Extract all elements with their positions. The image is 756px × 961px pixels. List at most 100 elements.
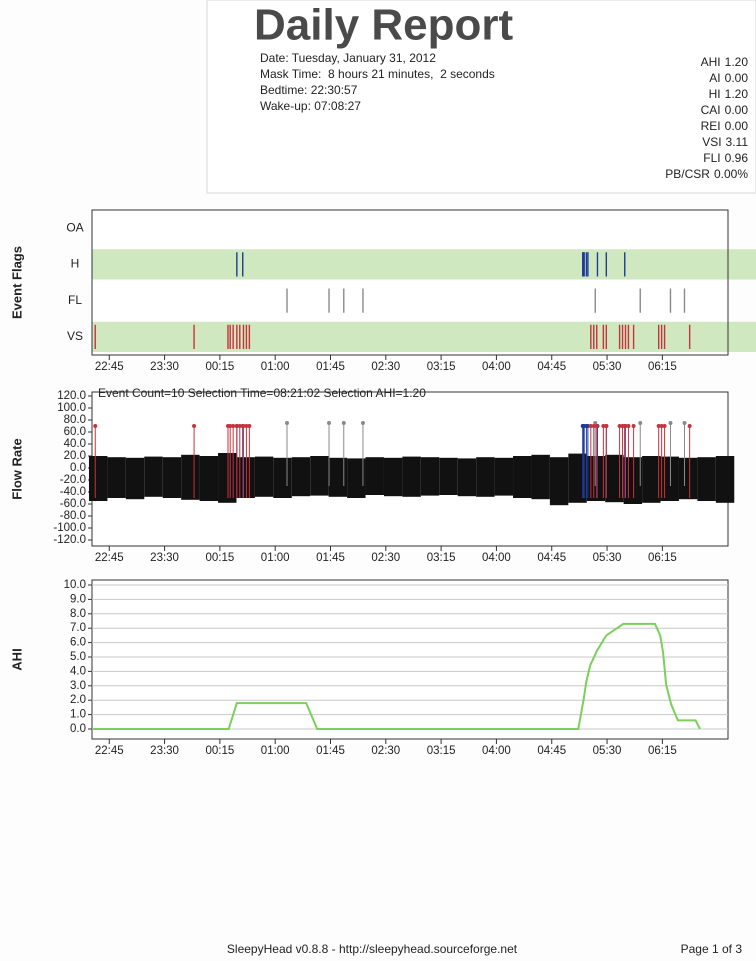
x-tick-label: 03:15	[427, 745, 456, 757]
x-tick-label: 04:00	[482, 745, 511, 757]
y-tick-label: 60.0	[64, 426, 86, 438]
flow-event-dot	[604, 424, 609, 428]
flow-envelope	[365, 457, 384, 495]
flow-event-dot	[284, 421, 289, 425]
y-tick-label: -40.0	[60, 486, 86, 498]
flow-envelope	[199, 456, 219, 501]
flow-event-dot	[682, 421, 687, 425]
stat-label: PB/CSR	[665, 167, 710, 181]
x-tick-label: 04:45	[537, 745, 566, 757]
x-tick-label: 06:15	[648, 745, 677, 757]
y-tick-label: 8.0	[70, 608, 86, 620]
flow-event-dot	[327, 421, 332, 425]
flow-event-dot	[591, 424, 596, 428]
x-tick-label: 04:00	[482, 361, 511, 373]
x-tick-label: 22:45	[95, 745, 124, 757]
y-tick-label: 10.0	[64, 579, 86, 591]
y-tick-label: 3.0	[70, 680, 86, 692]
x-tick-label: 05:30	[593, 745, 622, 757]
flow-event-dot	[617, 424, 622, 428]
x-tick-label: 02:30	[371, 745, 400, 757]
flow-envelope	[218, 453, 237, 503]
stat-label: FLI	[703, 151, 720, 165]
flow-envelope	[494, 457, 514, 496]
flow-event-dot	[237, 424, 242, 428]
flow-envelope	[513, 456, 532, 498]
flow-event-dot	[638, 421, 643, 425]
x-tick-label: 01:45	[316, 552, 345, 564]
flag-label: VS	[67, 329, 83, 343]
footer-center: SleepyHead v0.8.8 - http://sleepyhead.so…	[227, 942, 518, 956]
x-tick-label: 23:30	[150, 361, 179, 373]
flow-event-dot	[585, 424, 590, 428]
x-tick-label: 02:30	[371, 552, 400, 564]
flow-envelope	[402, 456, 421, 497]
flow-event-dot	[656, 424, 661, 428]
x-tick-label: 22:45	[95, 361, 124, 373]
report-title: Daily Report	[254, 1, 514, 50]
flow-envelope	[310, 456, 329, 496]
x-tick-label: 00:15	[205, 552, 234, 564]
stat-label: AI	[709, 71, 720, 85]
y-tick-label: 4.0	[70, 665, 86, 677]
stat-value: 1.20	[725, 55, 749, 69]
flow-event-dot	[631, 424, 636, 428]
y-tick-label: 9.0	[70, 593, 86, 605]
flow-event-dot	[668, 421, 673, 425]
flow-envelope	[568, 453, 587, 503]
y-tick-label: 0.0	[70, 462, 86, 474]
flow-envelope	[531, 454, 550, 500]
x-tick-label: 01:00	[261, 552, 290, 564]
flow-event-dot	[234, 424, 239, 428]
y-tick-label: 80.0	[64, 414, 86, 426]
y-tick-label: -100.0	[53, 522, 86, 534]
x-tick-label: 04:45	[537, 361, 566, 373]
flag-label: H	[71, 257, 80, 271]
flow-envelope	[476, 457, 495, 497]
flag-band	[92, 249, 756, 280]
y-axis-title: AHI	[9, 648, 24, 670]
stat-label: REI	[701, 119, 721, 133]
flow-envelope	[678, 457, 698, 500]
stat-value: 3.11	[726, 135, 749, 149]
flow-event-dot	[593, 421, 598, 425]
x-tick-label: 03:15	[427, 552, 456, 564]
x-tick-label: 05:30	[593, 361, 622, 373]
flow-envelope	[144, 456, 163, 497]
x-tick-label: 23:30	[150, 745, 179, 757]
flow-envelope	[383, 457, 403, 497]
header-box	[206, 0, 756, 194]
header-line: Date: Tuesday, January 31, 2012	[260, 51, 436, 65]
flow-event-dot	[601, 424, 606, 428]
flow-event-dot	[620, 424, 625, 428]
flow-event-dot	[588, 424, 593, 428]
stat-value: 0.96	[725, 151, 749, 165]
flow-event-dot	[241, 424, 246, 428]
flow-event-dot	[341, 421, 346, 425]
y-tick-label: 20.0	[64, 450, 86, 462]
x-tick-label: 01:45	[316, 745, 345, 757]
x-tick-label: 00:15	[205, 361, 234, 373]
stat-value: 1.20	[725, 87, 749, 101]
stat-label: HI	[709, 87, 721, 101]
stat-value: 0.00	[725, 119, 749, 133]
plot-frame	[91, 579, 729, 740]
y-axis-title: Event Flags	[9, 246, 24, 319]
stat-label: CAI	[701, 103, 721, 117]
x-tick-label: 06:15	[648, 361, 677, 373]
flow-envelope	[697, 457, 716, 501]
flag-label: OA	[66, 220, 83, 234]
y-tick-label: 5.0	[70, 651, 86, 663]
flag-band	[92, 321, 756, 352]
flow-event-dot	[231, 424, 236, 428]
flow-event-dot	[93, 424, 98, 428]
header-line: Bedtime: 22:30:57	[260, 83, 358, 97]
flow-envelope	[88, 456, 108, 501]
x-tick-label: 01:45	[316, 361, 345, 373]
flow-event-dot	[662, 424, 667, 428]
x-tick-label: 01:00	[261, 745, 290, 757]
flag-label: FL	[68, 293, 82, 307]
flow-envelope	[254, 456, 274, 497]
flow-envelope	[162, 457, 182, 498]
flow-event-dot	[192, 424, 197, 428]
